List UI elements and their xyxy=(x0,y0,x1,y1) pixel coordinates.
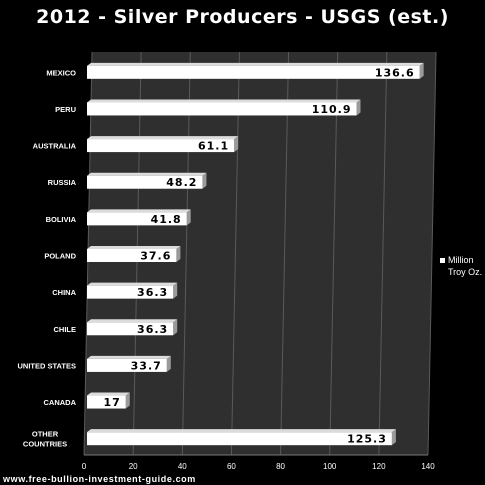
bar-top xyxy=(87,172,207,176)
legend-swatch xyxy=(440,258,445,264)
bar-top xyxy=(87,246,181,249)
gridline-140 xyxy=(427,51,437,456)
bar xyxy=(87,102,357,116)
category-label: CHINA xyxy=(52,288,76,297)
x-tick-label: 120 xyxy=(372,462,386,471)
bar xyxy=(87,139,235,153)
bar xyxy=(87,358,167,372)
data-label: 33.7 xyxy=(131,359,162,372)
category-label: BOLIVIA xyxy=(46,215,77,224)
bar-side xyxy=(391,429,396,446)
bar xyxy=(87,395,126,409)
data-label: 17 xyxy=(103,396,120,409)
bar-top xyxy=(87,62,424,66)
chart-title: 2012 - Silver Producers - USGS (est.) xyxy=(36,6,449,28)
data-label: 125.3 xyxy=(347,433,387,446)
x-tick-label: 60 xyxy=(227,462,236,471)
x-tick-label: 80 xyxy=(276,462,285,471)
bar xyxy=(87,432,392,446)
bar-side xyxy=(234,136,239,153)
category-label: RUSSIA xyxy=(48,178,77,187)
bar-top xyxy=(87,99,361,103)
bar-top xyxy=(87,319,178,323)
bar xyxy=(87,65,420,79)
gridline-40 xyxy=(181,51,191,456)
bar xyxy=(87,175,203,189)
category-label: UNITED STATES xyxy=(18,361,76,370)
footer-url: www.free-bullion-investment-guide.com xyxy=(3,474,196,484)
legend: Million Troy Oz. xyxy=(440,254,485,278)
category-label: CANADA xyxy=(44,398,77,407)
data-label: 136.6 xyxy=(375,66,415,79)
gridline-80 xyxy=(280,51,290,456)
x-tick-label: 140 xyxy=(421,462,435,471)
x-tick-label: 100 xyxy=(323,462,337,471)
bar-top xyxy=(87,136,239,140)
bar xyxy=(87,285,174,299)
bar-side xyxy=(356,99,361,116)
plot-area xyxy=(84,52,436,455)
bar-side xyxy=(166,355,171,372)
data-label: 36.3 xyxy=(137,323,168,336)
bar-top xyxy=(87,355,171,359)
x-tick-label: 20 xyxy=(129,462,138,471)
bar-top xyxy=(87,429,396,433)
bar-side xyxy=(125,392,130,409)
x-tick-label: 0 xyxy=(82,462,87,471)
category-label: CHILE xyxy=(54,325,77,334)
bar-side xyxy=(176,246,181,262)
gridline-120 xyxy=(378,51,388,456)
bar-side xyxy=(173,282,178,299)
gridline-60 xyxy=(230,51,240,456)
x-tick-label: 40 xyxy=(178,462,187,471)
data-label: 37.6 xyxy=(140,250,171,263)
bar-side xyxy=(419,62,424,79)
gridline-100 xyxy=(329,51,339,456)
category-label: POLAND xyxy=(44,252,76,261)
data-label: 110.9 xyxy=(312,103,352,116)
legend-label-line2: Troy Oz. xyxy=(448,267,483,277)
category-label: AUSTRALIA xyxy=(33,142,77,151)
bar xyxy=(87,249,177,262)
data-label: 61.1 xyxy=(198,140,229,153)
bar-side xyxy=(186,209,191,226)
bar xyxy=(87,322,174,336)
bar-side xyxy=(173,319,178,336)
data-label: 36.3 xyxy=(137,286,168,299)
bar-top xyxy=(87,209,191,213)
category-label: COUNTRIES xyxy=(23,440,67,449)
bar-top xyxy=(87,282,178,286)
category-label: MEXICO xyxy=(46,68,76,77)
bar-top xyxy=(87,392,130,396)
legend-label-line1: Million xyxy=(448,255,474,265)
category-label: OTHER xyxy=(32,430,59,439)
category-label: PERU xyxy=(55,105,76,114)
bar-side xyxy=(202,172,207,189)
data-label: 41.8 xyxy=(151,213,182,226)
data-label: 48.2 xyxy=(166,176,197,189)
bar xyxy=(87,212,187,226)
